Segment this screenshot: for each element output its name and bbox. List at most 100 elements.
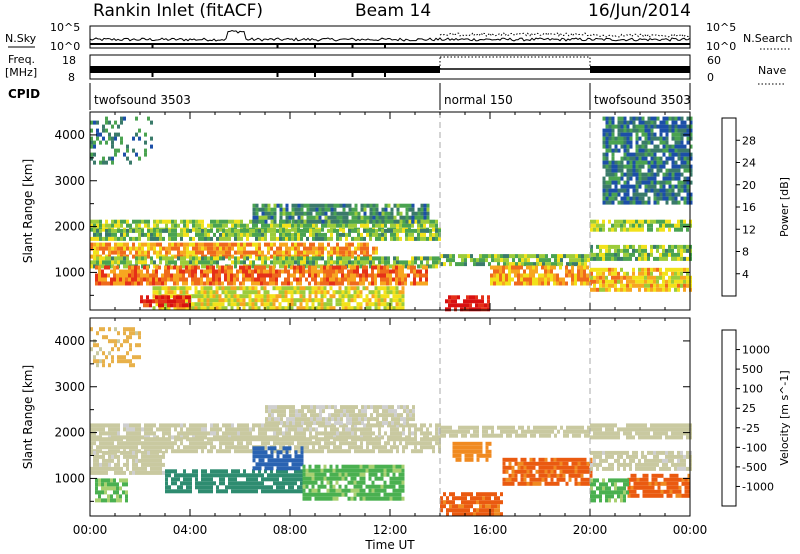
velocity-cell — [132, 431, 135, 436]
velocity-cell — [219, 481, 222, 486]
power-cell — [466, 295, 469, 300]
power-cell — [353, 286, 357, 291]
velocity-cell — [108, 454, 111, 459]
velocity-cell — [317, 472, 321, 477]
power-cell — [296, 277, 299, 282]
power-cell — [650, 267, 653, 272]
velocity-cell — [435, 431, 438, 436]
velocity-cell — [159, 437, 162, 442]
power-cell — [291, 207, 295, 212]
velocity-cell — [294, 454, 298, 459]
power-cell — [605, 196, 609, 201]
velocity-cell — [180, 473, 183, 478]
power-cell — [170, 265, 173, 270]
power-cell — [318, 242, 321, 247]
power-cell — [224, 306, 228, 311]
power-cell — [93, 250, 96, 255]
velocity-cell — [162, 445, 165, 450]
power-cell — [174, 228, 177, 233]
velocity-cell — [228, 441, 231, 446]
velocity-cell — [183, 449, 186, 454]
power-cell — [512, 258, 515, 263]
power-cell — [318, 219, 322, 224]
power-cell — [341, 273, 344, 278]
power-cell — [383, 273, 386, 278]
velocity-cell — [276, 437, 279, 442]
power-cell — [426, 203, 430, 208]
power-cell — [191, 306, 195, 311]
power-cell — [108, 250, 111, 255]
power-cell — [147, 236, 150, 241]
power-cell — [242, 302, 246, 307]
power-cell — [246, 256, 249, 261]
power-cell — [521, 254, 524, 259]
cpid-strip: twofsound 3503 normal 150 twofsound 3503 — [89, 83, 691, 110]
power-cell — [647, 176, 651, 181]
velocity-cell — [177, 473, 180, 478]
power-cell — [683, 160, 687, 165]
power-cell — [330, 250, 333, 255]
velocity-cell — [243, 473, 246, 478]
power-cell — [677, 152, 681, 157]
power-cell — [583, 273, 586, 278]
power-cell — [284, 265, 287, 270]
power-cell — [374, 273, 377, 278]
power-cell — [317, 302, 321, 307]
velocity-cell — [96, 466, 99, 471]
power-cell — [635, 152, 639, 157]
power-cell — [677, 219, 680, 224]
velocity-cell — [315, 449, 318, 454]
velocity-cell — [285, 450, 289, 455]
power-cell — [502, 281, 505, 286]
velocity-cell — [153, 462, 156, 467]
power-cell — [141, 219, 144, 224]
power-cell — [611, 156, 615, 161]
power-cell — [614, 227, 617, 232]
power-cell — [111, 140, 114, 145]
power-cell — [686, 180, 690, 185]
power-cell — [398, 265, 401, 270]
power-cell — [111, 236, 114, 241]
power-cell — [273, 242, 276, 247]
power-cell — [135, 250, 138, 255]
power-cell — [626, 196, 630, 201]
velocity-cell — [311, 492, 315, 497]
velocity-cell — [324, 445, 327, 450]
power-cell — [593, 279, 596, 284]
power-cell — [210, 256, 213, 261]
power-cell — [345, 215, 349, 220]
power-cell — [164, 281, 167, 286]
power-cell — [306, 215, 310, 220]
power-cell — [671, 128, 675, 133]
power-cell — [299, 269, 302, 274]
velocity-cell — [135, 427, 138, 432]
power-cell — [131, 277, 134, 282]
power-cell — [569, 254, 572, 259]
power-cell — [473, 262, 476, 267]
power-cell — [179, 290, 183, 295]
power-cell — [369, 260, 372, 265]
velocity-cell — [285, 477, 288, 482]
power-cell — [587, 258, 590, 263]
power-cell — [605, 120, 609, 125]
power-cell — [536, 254, 539, 259]
power-cell — [267, 256, 270, 261]
power-cell — [167, 269, 170, 274]
power-cell — [156, 236, 159, 241]
power-cell — [138, 128, 141, 133]
velocity-cell — [105, 441, 108, 446]
power-cell — [348, 219, 352, 224]
power-cell — [294, 211, 298, 216]
power-cell — [641, 279, 644, 284]
power-cell — [342, 228, 345, 233]
velocity-cell — [303, 427, 306, 432]
velocity-cell — [246, 427, 249, 432]
velocity-cell — [156, 445, 159, 450]
power-cell — [108, 223, 111, 228]
power-cell — [203, 306, 207, 311]
power-cell — [146, 273, 149, 278]
power-cell — [656, 283, 659, 288]
velocity-cell — [90, 441, 93, 446]
power-cell — [299, 281, 302, 286]
power-cell — [237, 236, 240, 241]
